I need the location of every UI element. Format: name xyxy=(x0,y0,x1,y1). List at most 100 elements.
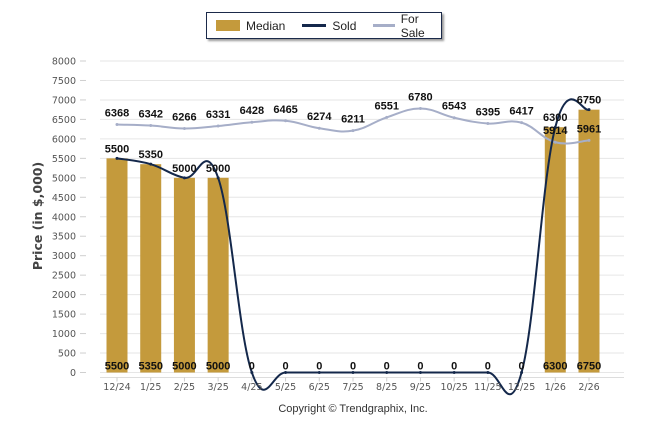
legend-item-median[interactable]: Median xyxy=(216,19,285,33)
y-tick-label: 6500 xyxy=(52,115,76,126)
for-sale-data-label: 6395 xyxy=(476,106,500,118)
sold-data-label: 6750 xyxy=(577,95,601,107)
sold-data-label: 5350 xyxy=(138,149,162,161)
for-sale-data-label: 6543 xyxy=(442,101,466,113)
y-tick-label: 0 xyxy=(70,368,76,379)
series-lines xyxy=(115,98,591,396)
for-sale-point xyxy=(553,140,557,144)
legend-item-sold[interactable]: Sold xyxy=(294,19,356,33)
y-tick-label: 5500 xyxy=(52,154,76,165)
for-sale-data-label: 6780 xyxy=(408,92,432,104)
for-sale-point xyxy=(149,124,153,128)
sold-point xyxy=(553,125,557,129)
x-tick-label: 5/25 xyxy=(275,382,296,393)
for-sale-point xyxy=(452,116,456,120)
y-tick-label: 500 xyxy=(58,349,76,360)
for-sale-data-label: 6368 xyxy=(105,108,129,120)
for-sale-data-label: 6417 xyxy=(509,106,533,118)
sold-point xyxy=(385,371,389,374)
for-sale-point xyxy=(520,121,524,125)
sold-point xyxy=(587,108,591,112)
sold-point xyxy=(182,176,186,180)
legend-label-median: Median xyxy=(246,18,286,33)
for-sale-point xyxy=(216,124,220,128)
x-tick-label: 9/25 xyxy=(410,382,431,393)
median-data-label: 5000 xyxy=(172,361,196,373)
sold-point xyxy=(149,162,153,166)
for-sale-data-label: 6428 xyxy=(240,105,264,117)
legend: Median Sold For Sale xyxy=(206,12,442,40)
median-bar xyxy=(106,158,128,373)
y-tick-label: 2500 xyxy=(52,271,76,282)
for-sale-data-label: 6266 xyxy=(172,112,196,124)
for-sale-point xyxy=(317,126,321,130)
sold-data-label: 5500 xyxy=(105,143,129,155)
median-swatch-icon xyxy=(216,20,240,31)
sold-point xyxy=(216,176,220,180)
for-sale-point xyxy=(418,107,422,111)
x-tick-label: 2/26 xyxy=(578,382,599,393)
median-bar xyxy=(207,177,229,373)
median-data-label: 0 xyxy=(249,361,255,373)
for-sale-point xyxy=(250,120,254,124)
median-data-label: 0 xyxy=(316,361,322,373)
legend-item-for-sale[interactable]: For Sale xyxy=(365,12,441,40)
median-bar xyxy=(140,164,162,373)
sold-point xyxy=(520,371,524,374)
sold-point xyxy=(317,371,321,374)
for-sale-point xyxy=(284,119,288,123)
median-data-label: 0 xyxy=(350,361,356,373)
sold-point xyxy=(486,371,490,374)
y-axis-ticks: 0 500 1000 1500 2000 2500 3000 3500 4000 4500 5000… xyxy=(52,57,86,379)
sold-point xyxy=(452,371,456,374)
median-bar xyxy=(544,127,566,373)
median-data-label: 0 xyxy=(283,361,289,373)
for-sale-point xyxy=(385,115,389,119)
median-data-label: 5500 xyxy=(105,361,129,373)
for-sale-data-label: 6342 xyxy=(138,109,162,121)
sold-swatch-icon xyxy=(302,24,327,27)
median-data-label: 0 xyxy=(384,361,390,373)
for-sale-data-label: 5961 xyxy=(577,123,601,135)
x-tick-label: 4/25 xyxy=(241,382,262,393)
for-sale-data-label: 6274 xyxy=(307,111,332,123)
for-sale-swatch-icon xyxy=(373,24,395,27)
y-tick-label: 4500 xyxy=(52,193,76,204)
legend-label-for-sale: For Sale xyxy=(400,11,425,40)
y-tick-label: 6000 xyxy=(52,134,76,145)
x-tick-label: 1/25 xyxy=(140,382,161,393)
y-tick-label: 5000 xyxy=(52,173,76,184)
sold-data-label: 5000 xyxy=(206,163,230,175)
sold-point xyxy=(418,371,422,374)
median-data-label: 5000 xyxy=(206,361,230,373)
y-tick-label: 7500 xyxy=(52,76,76,87)
for-sale-data-label: 5914 xyxy=(543,125,568,137)
y-tick-label: 2000 xyxy=(52,290,76,301)
x-tick-label: 8/25 xyxy=(376,382,397,393)
for-sale-point xyxy=(182,127,186,131)
y-tick-label: 8000 xyxy=(52,57,76,68)
x-tick-label: 2/25 xyxy=(174,382,195,393)
median-bar xyxy=(578,109,600,373)
for-sale-point xyxy=(587,138,591,142)
median-bars xyxy=(106,109,600,373)
sold-point xyxy=(351,371,355,374)
x-tick-label: 10/25 xyxy=(440,382,467,393)
data-labels: 6368 6342 6266 6331 6428 6465 6274 6211 6551 6780… xyxy=(105,92,601,373)
median-data-label: 0 xyxy=(485,361,491,373)
median-data-label: 6300 xyxy=(543,361,567,373)
y-tick-label: 4000 xyxy=(52,212,76,223)
median-data-label: 0 xyxy=(519,361,525,373)
sold-data-label: 5000 xyxy=(172,163,196,175)
sold-point xyxy=(115,156,119,160)
x-tick-label: 3/25 xyxy=(207,382,228,393)
y-tick-label: 1500 xyxy=(52,310,76,321)
median-data-label: 0 xyxy=(417,361,423,373)
x-tick-label: 12/25 xyxy=(508,382,535,393)
sold-line xyxy=(116,98,590,396)
x-axis-ticks: 12/24 1/25 2/25 3/25 4/25 5/25 6/25 7/25 8/25 9/2… xyxy=(103,377,600,393)
legend-label-sold: Sold xyxy=(332,18,357,33)
y-tick-label: 3000 xyxy=(52,251,76,262)
x-tick-label: 11/25 xyxy=(474,382,501,393)
